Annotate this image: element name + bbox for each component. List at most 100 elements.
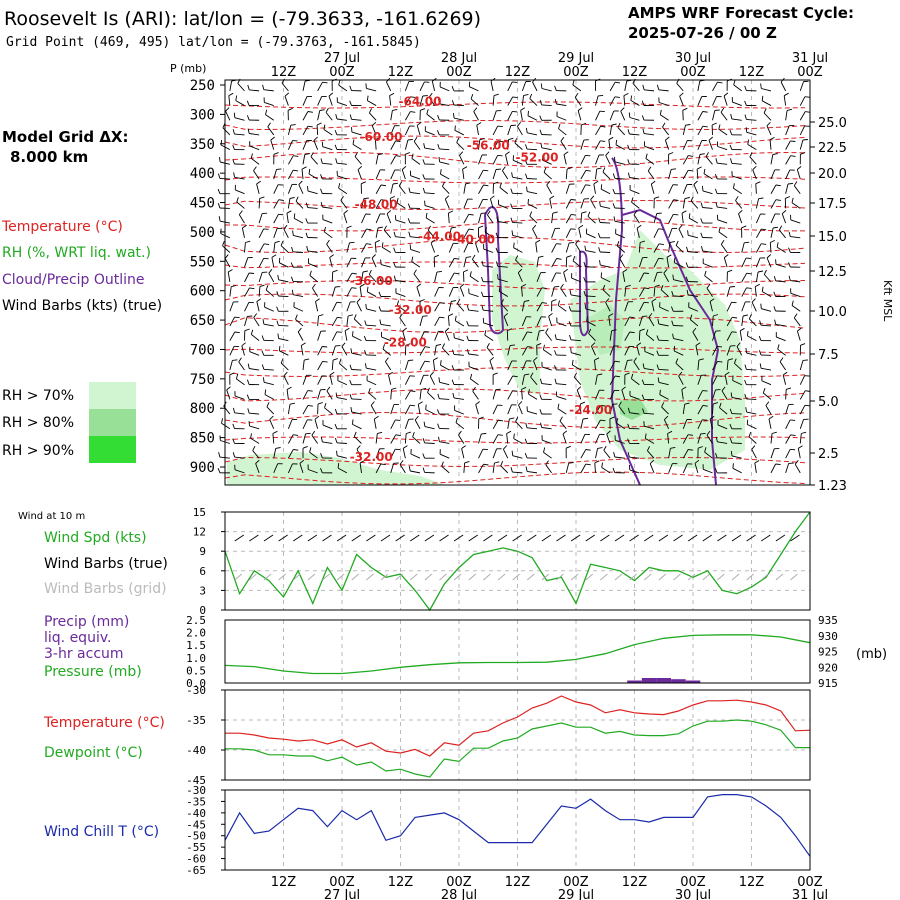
wind-barb [337,467,348,474]
wind-barb [324,407,333,415]
wind-barb-flag [292,230,294,236]
wind-barb [361,257,366,268]
wind-barb-flag [405,343,411,346]
wind-barb [790,292,801,297]
wind-barb-flag [286,210,292,214]
wind-barb [468,309,479,312]
wind-barb-flag [612,188,616,194]
wind-barb-flag [545,328,549,333]
wind-barb-flag [244,328,250,332]
legend-rh: RH (%, WRT liq. wat.) [2,245,151,261]
wind-barb [542,159,552,165]
wind-barb-flag [460,283,465,288]
precip-tick-label: 0.0 [186,677,206,690]
wind-barb-flag [315,298,320,302]
wind-barb [366,324,377,327]
wind-barb-flag [616,241,620,247]
wind-barb [317,81,323,92]
wind-barb-flag [226,386,231,391]
wind-barb-flag [238,210,243,215]
isotherm-label: -24.00 [569,403,612,417]
wind-barb-flag [245,240,251,243]
wind-barb [697,419,703,429]
wind-barb [565,228,572,238]
wind-barb [649,463,655,474]
wind-barb [490,81,494,91]
wind-barb [587,216,596,224]
wind-barb [580,139,585,150]
wind-barb [668,242,671,253]
wind-barb [681,213,684,224]
wind-barb [790,219,801,224]
surface-grid-barb [234,573,243,581]
wind-barb-flag [774,319,777,325]
wind-barb [726,286,731,297]
wind-barb-flag [600,404,606,407]
wind-barb [389,95,392,106]
isotherm-line [224,151,806,169]
wind-barb [724,374,728,385]
wind-barb [456,142,465,150]
wind-barb [492,95,495,106]
wind-barb-flag [246,394,250,400]
wind-barb [302,433,307,444]
wind-barb [484,231,494,239]
wind-barb [287,125,292,136]
wind-barb-flag [702,390,708,392]
time-tick-label-top: 00Z [563,65,589,80]
wind-barb [631,201,640,209]
wind-barb [556,116,567,121]
wind-barb [329,257,333,268]
surface-grid-barb [614,573,623,581]
wind-barb-flag [615,375,621,378]
wind-barb-flag [289,402,295,405]
y-tick-label: -55 [186,841,206,854]
wind-barb-flag [539,129,543,135]
wind-barb [633,361,640,371]
wind-barb-flag [729,144,733,150]
wind-barb-flag [463,269,469,273]
wind-barb-flag [673,199,679,201]
wind-barb-flag [349,114,352,120]
wind-barb-flag [755,181,761,185]
wind-barb [741,315,744,327]
wind-barb-flag [584,245,587,251]
wind-barb [410,248,421,253]
wind-barb [629,117,640,121]
wind-barb [502,449,509,459]
y-tick-label: -30 [186,784,206,797]
wind-barb-flag [661,402,665,408]
wind-barb [258,243,265,253]
wind-barb [770,184,777,194]
wind-barb-flag [744,114,747,120]
wind-barb-flag [543,447,546,453]
wind-barb-flag [614,360,620,363]
isotherm-line [224,346,806,354]
wind-barb-flag [568,321,572,327]
wind-barb [609,330,613,341]
wind-barb [287,184,293,194]
wind-barb-flag [593,180,599,185]
wind-barb [478,213,482,224]
wind-barb [492,448,498,459]
wind-barb-flag [556,243,562,245]
wind-barb-flag [438,377,441,383]
wind-barb [590,346,596,356]
pressure-tick-label: 500 [190,225,215,241]
wind-barb [527,115,538,121]
wind-barb [278,279,289,283]
y-tick-label: -30 [186,684,206,697]
pressure-tick-label: 350 [190,137,215,153]
wind-barb [322,441,333,444]
wind-barb [404,96,411,106]
wind-barb-flag [596,167,602,170]
wind-barb [754,462,757,473]
wind-barb [595,390,600,400]
wind-barb [747,335,757,342]
wind-barb-flag [496,216,499,222]
wind-barb-flag [512,375,518,378]
wind-barb-flag [441,343,446,349]
wind-barb [770,433,773,444]
wind-barb-flag [250,153,253,159]
wind-barb [755,198,760,209]
